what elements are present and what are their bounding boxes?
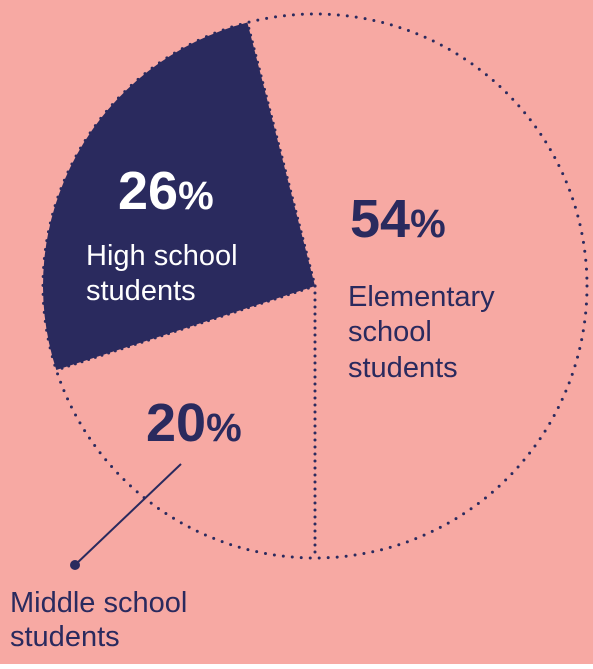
middle-school-percent-sign: % (206, 406, 242, 450)
elementary-percent-sign: % (410, 202, 446, 246)
high-school-label-line-2: students (86, 275, 196, 307)
elementary-label-line-2: school (348, 316, 432, 348)
elementary-label-line-3: students (348, 352, 458, 384)
high-school-percent-label: 26% (118, 161, 214, 221)
middle-school-percent-label: 20% (146, 393, 242, 453)
middle-school-leader-line (74, 463, 182, 566)
high-school-label-line-1: High school (86, 240, 238, 272)
elementary-percent-label: 54% (350, 189, 446, 249)
middle-school-label-line-2: students (10, 621, 120, 653)
middle-school-leader-dot (70, 560, 80, 570)
middle-school-percent-value: 20 (146, 393, 206, 453)
pie-outline-dotted (41, 12, 589, 560)
pie-slice-high-school (43, 22, 316, 371)
elementary-percent-value: 54 (350, 189, 410, 249)
elementary-label-line-1: Elementary (348, 281, 495, 313)
high-school-percent-sign: % (178, 174, 214, 218)
middle-school-label-line-1: Middle school (10, 587, 187, 619)
high-school-percent-value: 26 (118, 161, 178, 221)
